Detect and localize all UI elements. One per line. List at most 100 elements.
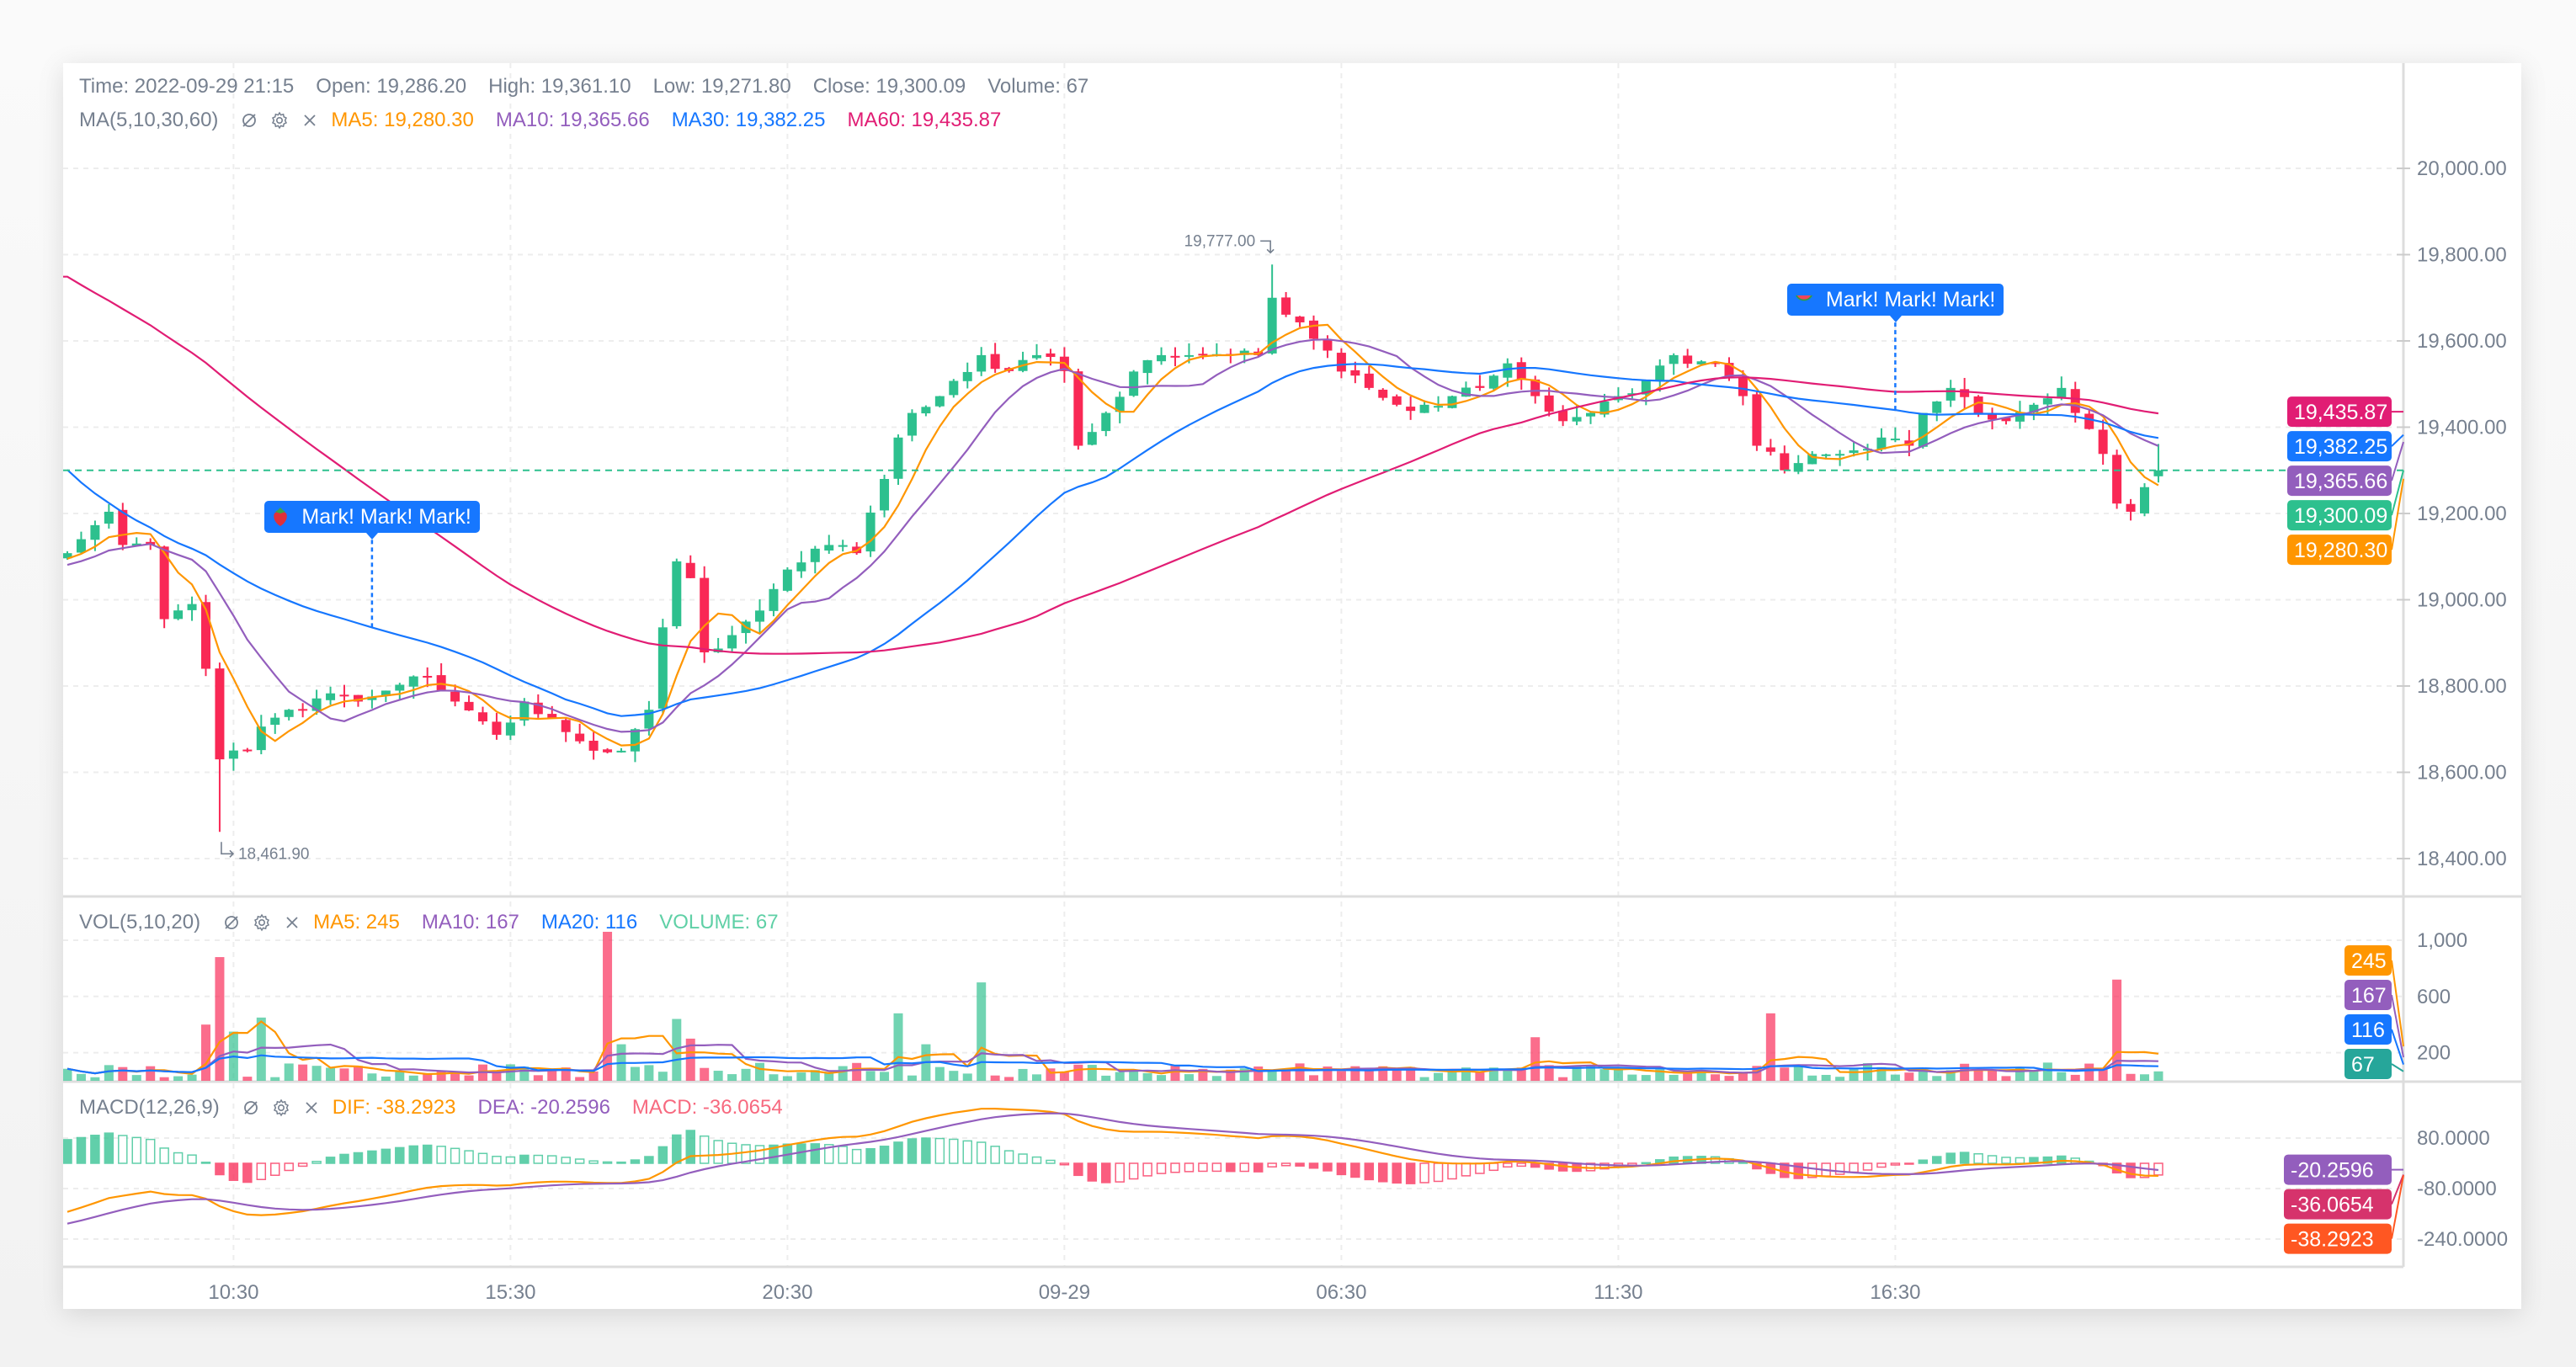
volume-bar [1835, 1077, 1845, 1081]
candle-body [685, 562, 695, 578]
candle-body [810, 548, 820, 562]
candle-body [949, 380, 959, 396]
volume-bar [367, 1073, 377, 1081]
candle-body [1184, 354, 1194, 357]
ma-value-1: MA10: 19,365.66 [495, 109, 650, 131]
macd-eye-off-icon[interactable] [242, 1098, 260, 1117]
volume-bar [63, 1068, 72, 1081]
macd-bar [1475, 1162, 1485, 1174]
candle-body [727, 635, 737, 649]
macd-bar [561, 1157, 571, 1164]
volume-bar [1475, 1072, 1485, 1081]
volume-bar [644, 1065, 654, 1081]
vol-gear-icon[interactable] [253, 913, 271, 932]
macd-gear-icon[interactable] [272, 1098, 290, 1117]
macd-bar [574, 1158, 585, 1164]
kline-chart[interactable]: 19,777.00 18,461.90 20,000.00 19,800.00 19,6… [63, 63, 2521, 1309]
volume-bar [201, 1024, 210, 1081]
volume-bar [1613, 1068, 1623, 1081]
vol-close-icon[interactable] [283, 913, 301, 932]
candle-body [1032, 354, 1041, 359]
candle-body [2084, 413, 2094, 429]
macd-bar [630, 1159, 641, 1164]
volume-bar [326, 1067, 336, 1081]
candle-body [1641, 380, 1651, 395]
volume-bar [339, 1068, 349, 1081]
volume-bar [1198, 1068, 1208, 1081]
price-tag-text: 19,382.25 [2294, 435, 2387, 459]
macd-bar [1932, 1156, 1942, 1164]
vol-ma10-line [67, 1043, 2158, 1075]
volume-bar [893, 1013, 903, 1081]
ma-close-icon[interactable] [301, 111, 319, 130]
volume-bar [76, 1073, 86, 1081]
time-axis-label: 11:30 [1594, 1281, 1642, 1304]
macd-bar [1834, 1162, 1845, 1175]
volume-bar [1350, 1066, 1360, 1081]
macd-bar [1378, 1162, 1388, 1183]
macd-bar [1503, 1162, 1513, 1168]
macd-bar [769, 1144, 779, 1164]
volume-bar [755, 1062, 764, 1081]
volume-bar [1960, 1063, 1970, 1081]
macd-bar [1101, 1162, 1111, 1183]
volume-bar [1447, 1071, 1457, 1081]
volume-bar [187, 1074, 197, 1081]
macd-bar [644, 1156, 654, 1164]
volume-bar [1406, 1066, 1416, 1081]
legend-high: High: 19,361.10 [488, 75, 631, 98]
volume-bar [533, 1075, 543, 1081]
mark-annotation[interactable]: Mark! Mark! Mark! [1786, 284, 2004, 323]
macd-bar [1876, 1162, 1887, 1168]
chart-canvas[interactable]: 19,777.00 18,461.90 20,000.00 19,800.00 19,6… [63, 63, 2521, 1309]
macd-close-icon[interactable] [302, 1098, 321, 1117]
volume-bar [1281, 1070, 1291, 1081]
volume-bar [1627, 1074, 1637, 1081]
candle-body [187, 604, 197, 610]
macd-tag-text: -20.2596 [2291, 1159, 2374, 1183]
candle-body [423, 675, 433, 678]
candle-body [1503, 363, 1513, 378]
volume-bar [2140, 1074, 2149, 1081]
volume-bar [685, 1038, 695, 1081]
candle-body [533, 702, 543, 715]
time-axis-label: 06:30 [1316, 1281, 1366, 1304]
volume-bar [1876, 1066, 1887, 1081]
candle-body [339, 694, 349, 697]
volume-bar [408, 1075, 418, 1081]
volume-bar [741, 1068, 751, 1081]
candle-body [284, 710, 294, 717]
macd-tag-text: -38.2923 [2291, 1228, 2374, 1252]
volume-bar [824, 1072, 834, 1081]
vol-indicator-name: VOL(5,10,20) [79, 911, 201, 933]
candle-body [2029, 404, 2039, 412]
price-axis-label: 19,200.00 [2417, 503, 2507, 525]
volume-bar [270, 1077, 280, 1081]
macd-bar [1599, 1162, 1610, 1170]
candle-body [1918, 412, 1928, 447]
macd-bar [1087, 1162, 1098, 1182]
ma-gear-icon[interactable] [270, 111, 289, 130]
volume-tag [2344, 1049, 2392, 1079]
volume-bar [173, 1076, 184, 1081]
dif-line [67, 1107, 2158, 1216]
volume-tag-connector [2391, 994, 2404, 1058]
volume-bar [436, 1071, 446, 1081]
volume-bar [381, 1076, 391, 1081]
macd-bar [187, 1154, 197, 1164]
mark-annotation[interactable]: Mark! Mark! Mark! [264, 501, 480, 540]
macd-bar [297, 1162, 308, 1168]
vol-eye-off-icon[interactable] [222, 913, 241, 932]
volume-bar [2126, 1073, 2136, 1081]
candle-body [1780, 453, 1790, 471]
ma-eye-off-icon[interactable] [240, 111, 258, 130]
volume-bar [588, 1071, 599, 1081]
volume-axis-label: 1,000 [2417, 929, 2467, 952]
macd-bar [1392, 1162, 1402, 1184]
candle-body [270, 717, 280, 725]
candle-body [1115, 396, 1125, 412]
candle-body [616, 750, 626, 753]
price-axis-label: 20,000.00 [2417, 157, 2507, 180]
macd-bar [242, 1162, 253, 1183]
volume-bar [603, 931, 613, 1081]
